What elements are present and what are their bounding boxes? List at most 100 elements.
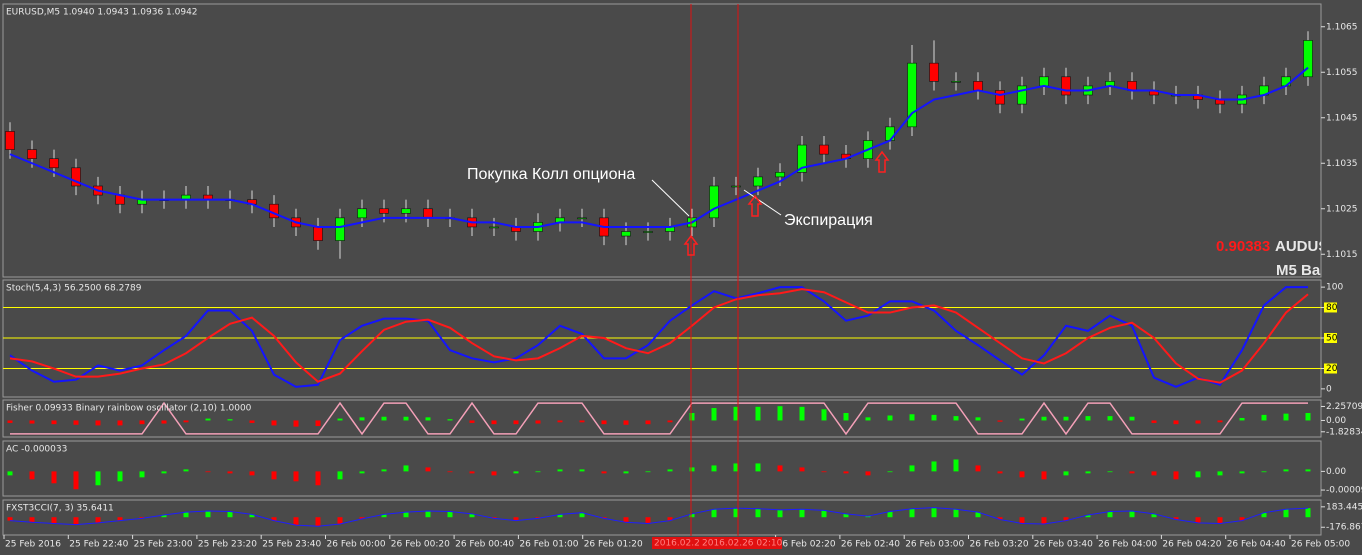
histogram-bar xyxy=(1107,511,1113,518)
candle-body xyxy=(797,144,807,173)
histogram-bar xyxy=(1063,471,1069,476)
histogram-bar xyxy=(975,417,981,421)
histogram-bar xyxy=(271,517,277,521)
histogram-bar xyxy=(799,467,805,472)
histogram-bar xyxy=(271,471,277,480)
histogram-bar xyxy=(557,514,563,518)
histogram-bar xyxy=(205,418,211,421)
histogram-bar xyxy=(73,517,79,525)
histogram-bar xyxy=(623,471,629,474)
plot-layer: 1.1015 1.1025 1.1035 1.1045 1.1055 1.1065 EURU… xyxy=(2,3,1362,550)
histogram-bar xyxy=(601,420,607,425)
histogram-bar xyxy=(293,420,299,427)
histogram-bar xyxy=(667,420,673,423)
histogram-bar xyxy=(997,420,1003,422)
histogram-bar xyxy=(997,471,1003,474)
x-tick-label: 26 Feb 00:40 xyxy=(455,540,514,550)
histogram-bar xyxy=(1085,471,1091,474)
candle-body xyxy=(995,90,1005,105)
level-label-bg xyxy=(1324,302,1337,313)
histogram-bar xyxy=(117,517,123,521)
histogram-bar xyxy=(1195,420,1201,424)
pane-title: EURUSD,M5 1.0940 1.0943 1.0936 1.0942 xyxy=(6,8,198,18)
histogram-bar xyxy=(293,517,299,526)
histogram-bar xyxy=(733,463,739,472)
histogram-bar xyxy=(249,420,255,423)
histogram-bar xyxy=(117,420,123,426)
y-tick-label: 80 xyxy=(1326,303,1338,313)
histogram-bar xyxy=(425,510,431,518)
candle-body xyxy=(621,231,631,237)
histogram-bar xyxy=(51,471,57,484)
histogram-bar xyxy=(1217,471,1223,476)
histogram-bar xyxy=(359,417,365,421)
x-tick-label: 26 Feb 00:20 xyxy=(391,540,450,550)
histogram-bar xyxy=(579,469,585,472)
pane-title: Stoch(5,4,3) 56.2500 68.2789 xyxy=(6,284,142,294)
histogram-bar xyxy=(469,513,475,518)
histogram-bar xyxy=(1041,517,1047,525)
histogram-bar xyxy=(1129,416,1135,421)
histogram-bar xyxy=(843,413,849,421)
x-tick-label: 26 Feb 01:00 xyxy=(519,540,578,550)
histogram-bar xyxy=(7,420,13,423)
histogram-bar xyxy=(975,465,981,472)
histogram-bar xyxy=(205,510,211,518)
histogram-bar xyxy=(953,509,959,518)
histogram-bar xyxy=(997,517,1003,520)
candle-body xyxy=(951,81,961,83)
marker-label-bg xyxy=(700,537,782,549)
histogram-bar xyxy=(579,420,585,423)
histogram-bar xyxy=(953,459,959,472)
histogram-bar xyxy=(1019,471,1025,478)
main-overlay: Покупка Колл опциона Экспирация 0.90383 … xyxy=(467,150,1321,277)
histogram-bar xyxy=(579,512,585,518)
level-label-bg xyxy=(1324,363,1337,374)
x-tick-label: 26 Feb 03:40 xyxy=(1034,540,1093,550)
histogram-bar xyxy=(909,508,915,518)
histogram-bar xyxy=(337,517,343,525)
histogram-bar xyxy=(1173,420,1179,425)
histogram-bar xyxy=(557,420,563,423)
histogram-bar xyxy=(491,420,497,425)
histogram-bar xyxy=(315,471,321,486)
y-tick-label: -176.8671 xyxy=(1326,523,1362,533)
histogram-bar xyxy=(29,420,35,424)
histogram-bar xyxy=(1151,471,1157,476)
marker-label: 2016.02.26 02:10 xyxy=(702,539,783,549)
histogram-bar xyxy=(227,419,233,421)
histogram-bar xyxy=(139,420,145,425)
histogram-bar xyxy=(7,471,13,476)
x-tick-label: 25 Feb 23:20 xyxy=(198,540,257,550)
level-label-bg xyxy=(1324,332,1337,343)
candle-body xyxy=(489,226,499,229)
histogram-bar xyxy=(7,517,13,521)
y-tick-label: 1.1055 xyxy=(1326,68,1358,78)
moving-average xyxy=(9,66,1309,228)
x-tick-label: 26 Feb 02:20 xyxy=(777,540,836,550)
candle-body xyxy=(577,217,587,220)
histogram-bar xyxy=(1261,414,1267,421)
histogram-bar xyxy=(205,471,211,473)
histogram-bar xyxy=(887,415,893,421)
histogram-bar xyxy=(1107,416,1113,421)
histogram-bar xyxy=(711,408,717,421)
histogram-bar xyxy=(51,517,57,524)
histogram-bar xyxy=(315,517,321,527)
x-tick-label: 26 Feb 03:20 xyxy=(970,540,1029,550)
candle-body xyxy=(27,149,37,160)
candle-body xyxy=(819,144,829,155)
histogram-bar xyxy=(1085,416,1091,421)
histogram-bar xyxy=(1019,517,1025,524)
histogram-bar xyxy=(1129,471,1135,474)
histogram-bar xyxy=(1063,416,1069,421)
markers xyxy=(690,4,739,536)
histogram-bar xyxy=(271,420,277,426)
histogram-bar xyxy=(425,467,431,472)
histogram-bar xyxy=(161,420,167,424)
histogram-bar xyxy=(447,471,453,473)
candle-body xyxy=(357,208,367,219)
x-tick-label: 25 Feb 2016 xyxy=(5,540,61,550)
histogram-bar xyxy=(601,471,607,474)
